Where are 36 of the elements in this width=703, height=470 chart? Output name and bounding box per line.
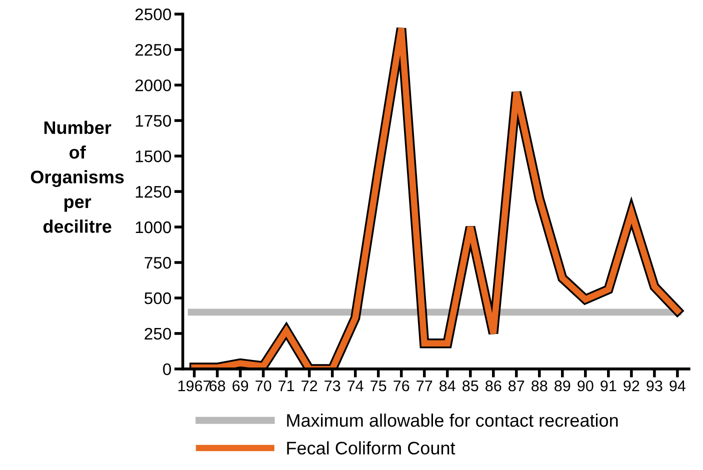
x-tick-label: 89 [554, 380, 570, 392]
x-tick-label: 71 [278, 380, 294, 392]
y-tick-label: 1500 [136, 150, 172, 162]
x-tick-label: 74 [348, 380, 364, 392]
x-tick-label: 84 [440, 380, 456, 392]
x-tick-label: 88 [532, 380, 548, 392]
x-tick-label: 70 [256, 380, 272, 392]
x-tick-label: 94 [670, 380, 686, 392]
y-tick-label: 2000 [135, 79, 172, 92]
y-tick-label: 1250 [136, 186, 172, 198]
x-tick-label: 93 [646, 380, 662, 392]
x-tick-label: 1967 [178, 380, 211, 392]
y-tick-label: 0 [163, 363, 172, 376]
x-tick-label: 90 [578, 380, 594, 392]
y-tick-label: 2250 [135, 44, 172, 56]
y-tick-label: 500 [144, 292, 172, 304]
y-tick-label: 1000 [136, 221, 172, 234]
x-tick-label: 91 [600, 380, 616, 392]
y-tick-label: 1750 [136, 114, 172, 127]
x-tick-label: 77 [416, 380, 432, 392]
x-tick-label: 92 [624, 380, 640, 392]
x-tick-label: 87 [508, 380, 524, 392]
x-tick-label: 68 [210, 380, 226, 392]
y-tick-label: 250 [144, 328, 172, 340]
y-tick-label: 2500 [135, 8, 172, 20]
x-tick-label: 73 [324, 380, 340, 392]
y-tick-label: 750 [144, 256, 172, 269]
x-tick-label: 75 [370, 380, 386, 392]
legend-label: Maximum allowable for contact recreation [287, 414, 618, 427]
legend-label: Fecal Coliform Count [287, 441, 456, 455]
x-tick-label: 72 [302, 380, 318, 392]
x-tick-label: 76 [394, 380, 410, 392]
x-tick-label: 69 [232, 380, 248, 392]
y-axis-title: Number of Organisms per decilitre [30, 120, 124, 233]
x-tick-label: 85 [462, 380, 478, 392]
x-tick-label: 86 [486, 380, 502, 392]
